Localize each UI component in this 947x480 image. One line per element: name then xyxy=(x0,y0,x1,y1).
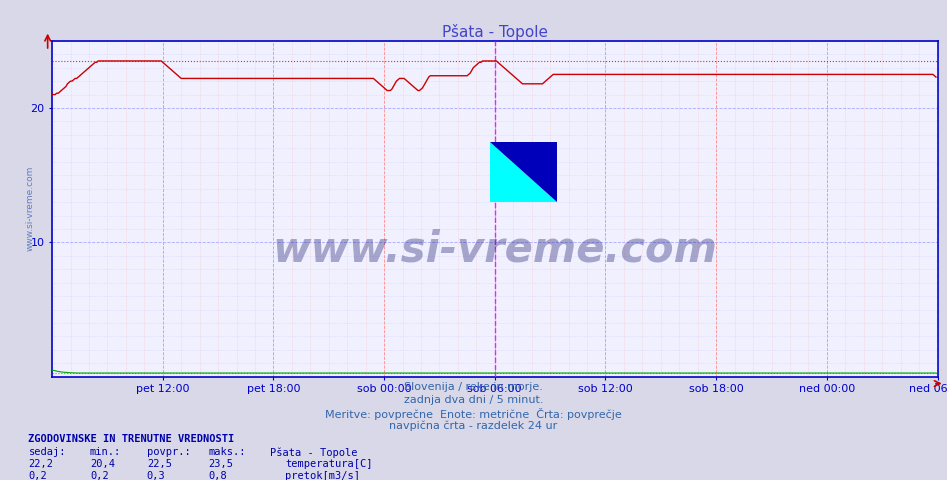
Text: pretok[m3/s]: pretok[m3/s] xyxy=(285,471,360,480)
Text: povpr.:: povpr.: xyxy=(147,447,190,457)
Text: Slovenija / reke in morje.: Slovenija / reke in morje. xyxy=(404,382,543,392)
Text: Meritve: povprečne  Enote: metrične  Črta: povprečje: Meritve: povprečne Enote: metrične Črta:… xyxy=(325,408,622,420)
Text: www.si-vreme.com: www.si-vreme.com xyxy=(273,228,717,270)
Text: 0,2: 0,2 xyxy=(28,471,47,480)
Text: navpična črta - razdelek 24 ur: navpična črta - razdelek 24 ur xyxy=(389,420,558,431)
Text: 23,5: 23,5 xyxy=(208,459,233,469)
Text: ZGODOVINSKE IN TRENUTNE VREDNOSTI: ZGODOVINSKE IN TRENUTNE VREDNOSTI xyxy=(28,434,235,444)
Text: zadnja dva dni / 5 minut.: zadnja dva dni / 5 minut. xyxy=(403,395,544,405)
Text: temperatura[C]: temperatura[C] xyxy=(285,459,372,469)
Text: 20,4: 20,4 xyxy=(90,459,115,469)
Title: Pšata - Topole: Pšata - Topole xyxy=(442,24,547,40)
Text: Pšata - Topole: Pšata - Topole xyxy=(270,447,357,458)
Text: sedaj:: sedaj: xyxy=(28,447,66,457)
Text: maks.:: maks.: xyxy=(208,447,246,457)
Text: www.si-vreme.com: www.si-vreme.com xyxy=(26,166,34,252)
Text: min.:: min.: xyxy=(90,447,121,457)
Text: 0,8: 0,8 xyxy=(208,471,227,480)
Text: 22,2: 22,2 xyxy=(28,459,53,469)
Text: 0,3: 0,3 xyxy=(147,471,166,480)
Polygon shape xyxy=(491,142,557,202)
Polygon shape xyxy=(491,142,557,202)
Text: 22,5: 22,5 xyxy=(147,459,171,469)
Text: 0,2: 0,2 xyxy=(90,471,109,480)
